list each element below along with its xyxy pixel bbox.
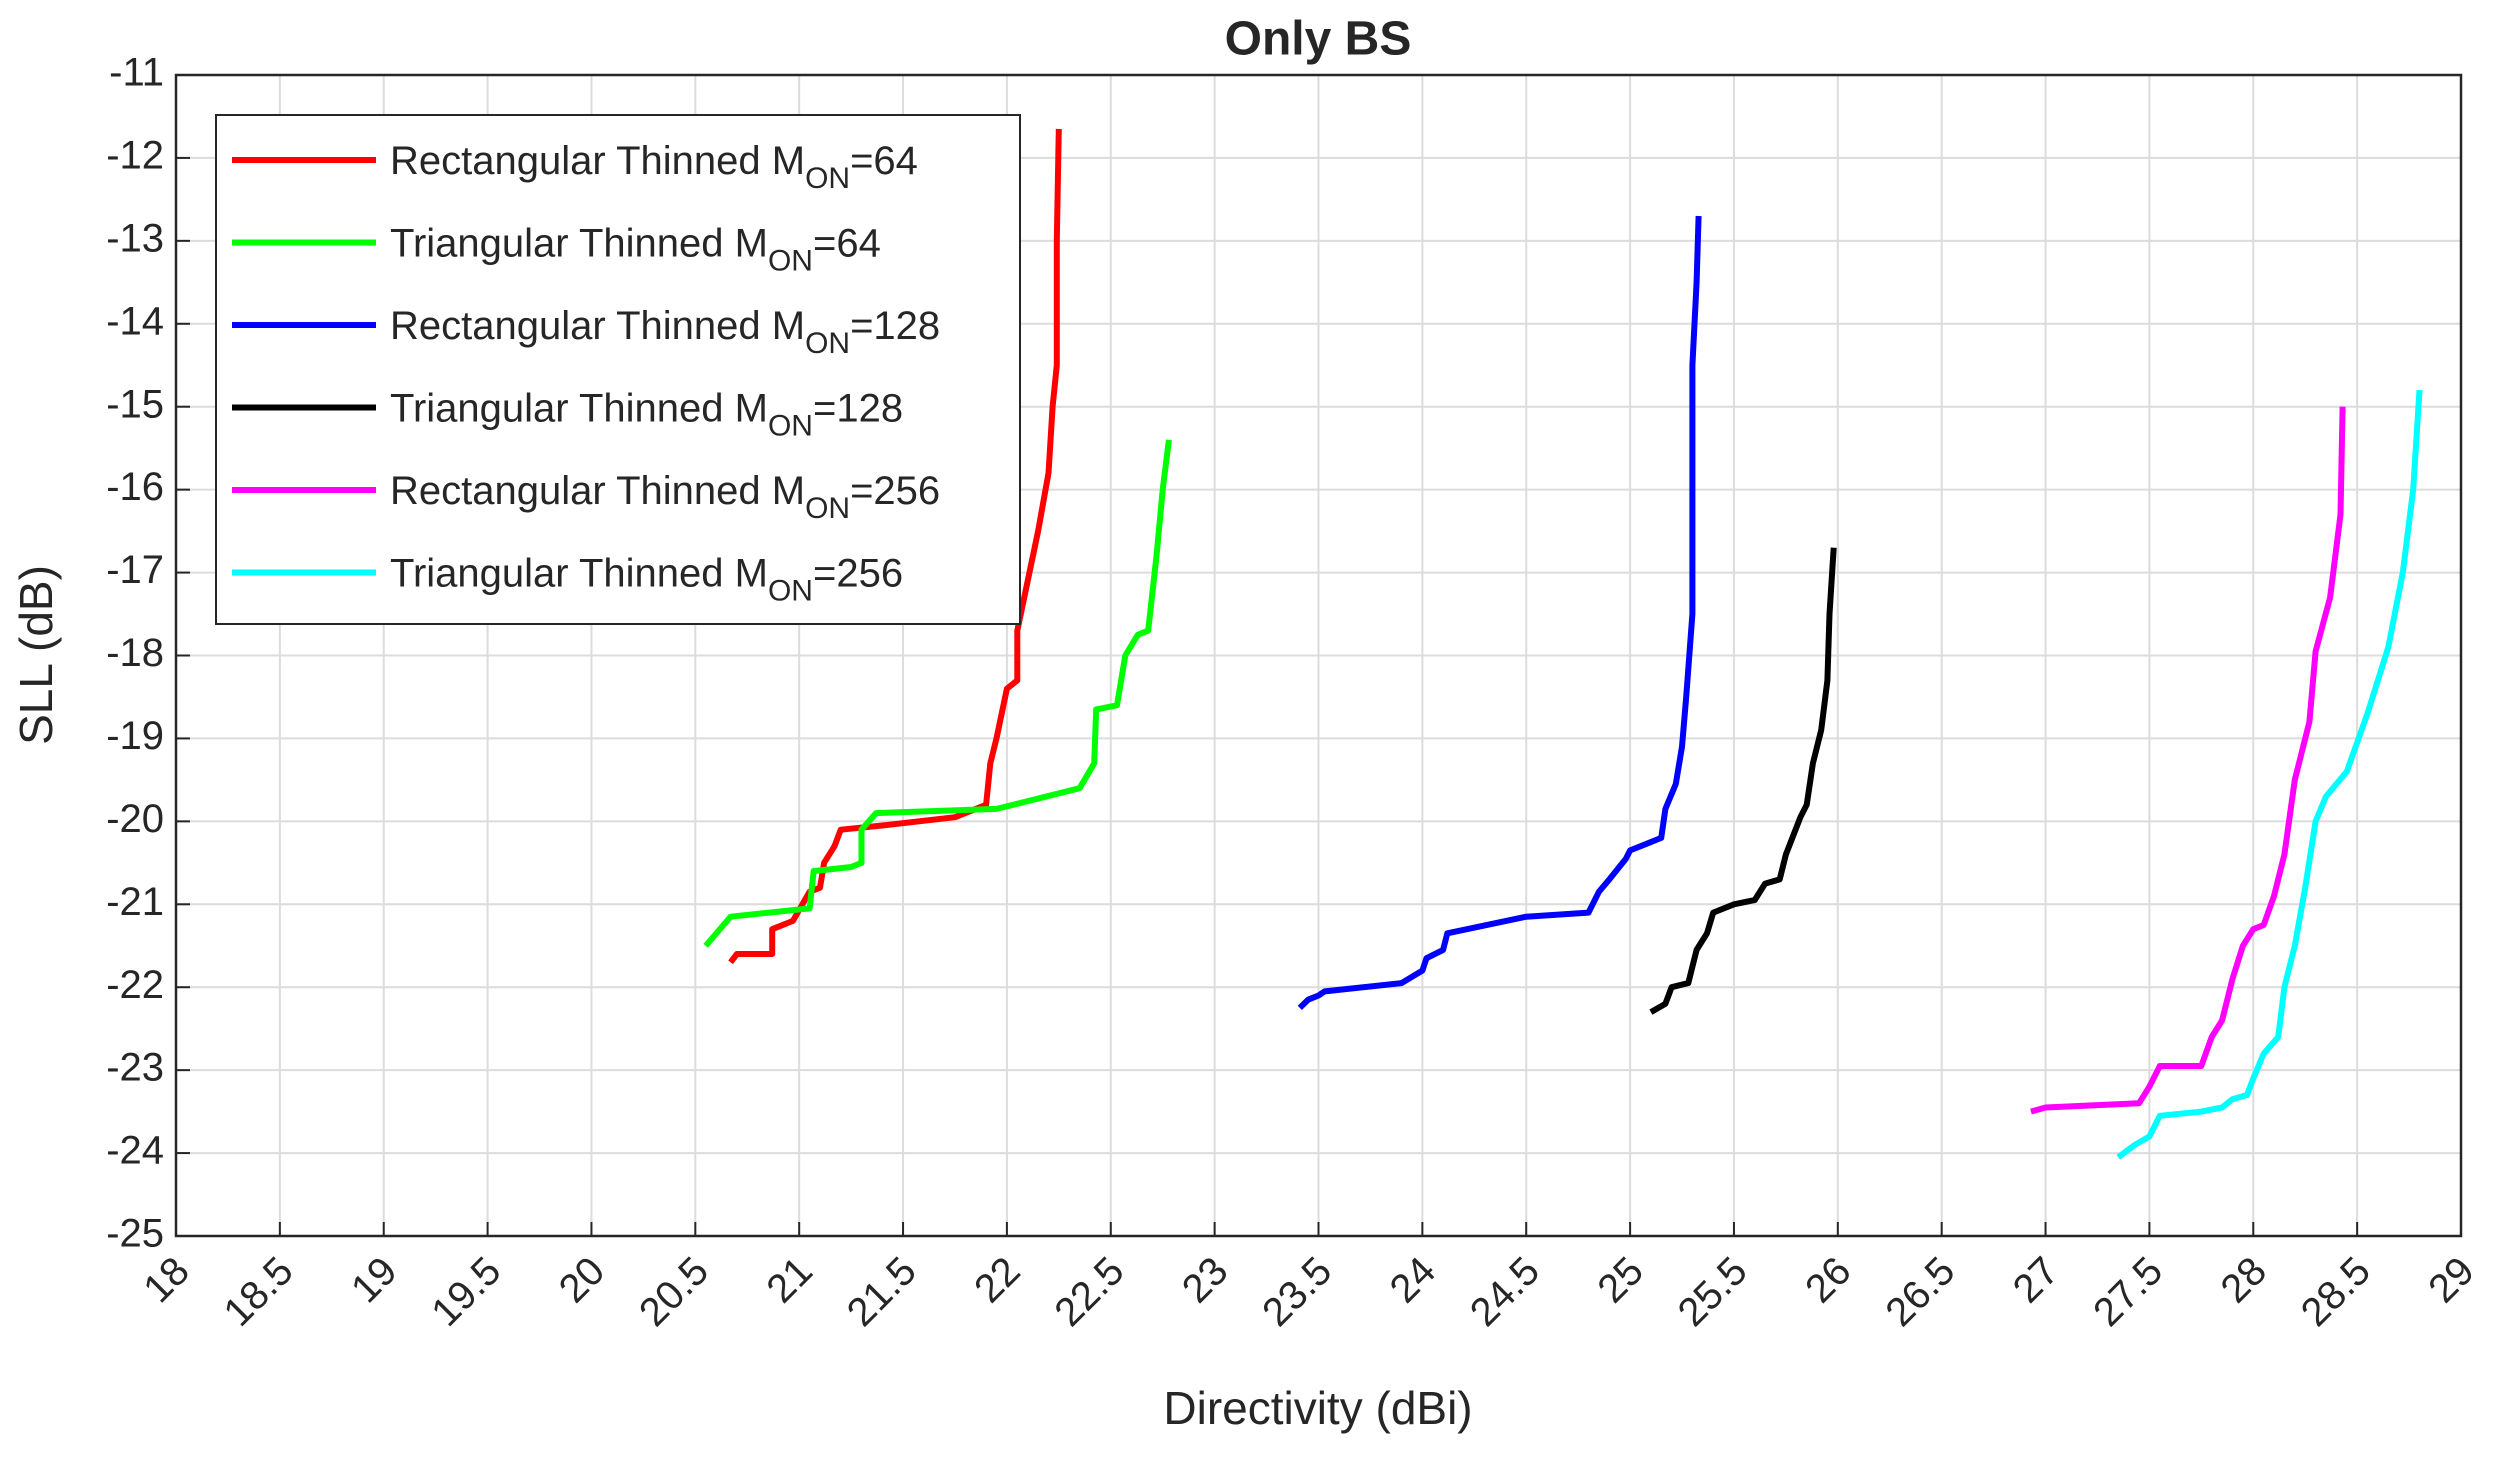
x-tick-label: 20: [551, 1249, 614, 1312]
chart-title: Only BS: [1225, 13, 1412, 66]
x-tick-label: 27.5: [2085, 1249, 2171, 1335]
legend-box: [215, 114, 1021, 625]
x-tick-label: 27: [2005, 1249, 2068, 1312]
y-tick-label: -19: [106, 714, 164, 758]
legend-label: Triangular Thinned MON=128: [390, 387, 903, 443]
y-tick-label: -11: [109, 51, 164, 95]
x-tick-label: 24.5: [1462, 1249, 1548, 1335]
x-tick-label: 21.5: [839, 1249, 925, 1335]
legend-label: Rectangular Thinned MON=64: [390, 139, 918, 195]
y-tick-label: -14: [106, 299, 164, 343]
y-tick-label: -23: [106, 1046, 164, 1090]
legend-label: Rectangular Thinned MON=256: [390, 469, 940, 525]
x-tick-label: 24: [1382, 1249, 1445, 1312]
data-line: [1649, 547, 1837, 1015]
y-tick-label: -18: [106, 631, 164, 675]
data-line: [703, 439, 1172, 948]
y-tick-label: -22: [106, 963, 164, 1007]
x-tick-label: 25: [1589, 1249, 1652, 1312]
y-tick-label: -25: [106, 1212, 164, 1256]
y-tick-label: -12: [106, 133, 164, 177]
x-tick-label: 22.5: [1046, 1249, 1132, 1335]
x-tick-label: 19: [343, 1249, 406, 1312]
y-tick-label: -15: [106, 382, 164, 426]
y-tick-label: -20: [106, 797, 164, 841]
legend-label: Triangular Thinned MON=64: [390, 222, 881, 278]
data-line: [2116, 389, 2423, 1160]
x-tick-label: 18: [135, 1249, 198, 1312]
x-tick-label: 28.5: [2293, 1249, 2379, 1335]
legend-label: Triangular Thinned MON=256: [390, 552, 903, 608]
x-axis-label: Directivity (dBi): [1163, 1382, 1472, 1434]
y-tick-label: -16: [106, 465, 164, 509]
x-tick-label: 21: [758, 1249, 821, 1312]
x-tick-label: 25.5: [1670, 1249, 1756, 1335]
x-tick-label: 28: [2213, 1249, 2276, 1312]
y-tick-label: -17: [106, 548, 164, 592]
x-tick-label: 23: [1174, 1249, 1237, 1312]
plot-frame: [174, 73, 2463, 1238]
x-tick-label: 29: [2420, 1249, 2483, 1312]
x-tick-label: 23.5: [1254, 1249, 1340, 1335]
legend-label: Rectangular Thinned MON=128: [390, 304, 940, 360]
x-tick-label: 26: [1797, 1249, 1860, 1312]
y-tick-label: -21: [106, 880, 164, 924]
y-tick-label: -13: [106, 216, 164, 260]
x-tick-label: 18.5: [216, 1249, 302, 1335]
data-line: [1297, 215, 1702, 1011]
data-line: [2030, 406, 2346, 1115]
data-line: [728, 128, 1062, 965]
x-tick-label: 19.5: [423, 1249, 509, 1335]
y-tick-label: -24: [106, 1129, 164, 1173]
x-tick-label: 26.5: [1877, 1249, 1963, 1335]
x-tick-label: 20.5: [631, 1249, 717, 1335]
y-axis-label: SLL (dB): [10, 565, 62, 745]
x-tick-label: 22: [966, 1249, 1029, 1312]
